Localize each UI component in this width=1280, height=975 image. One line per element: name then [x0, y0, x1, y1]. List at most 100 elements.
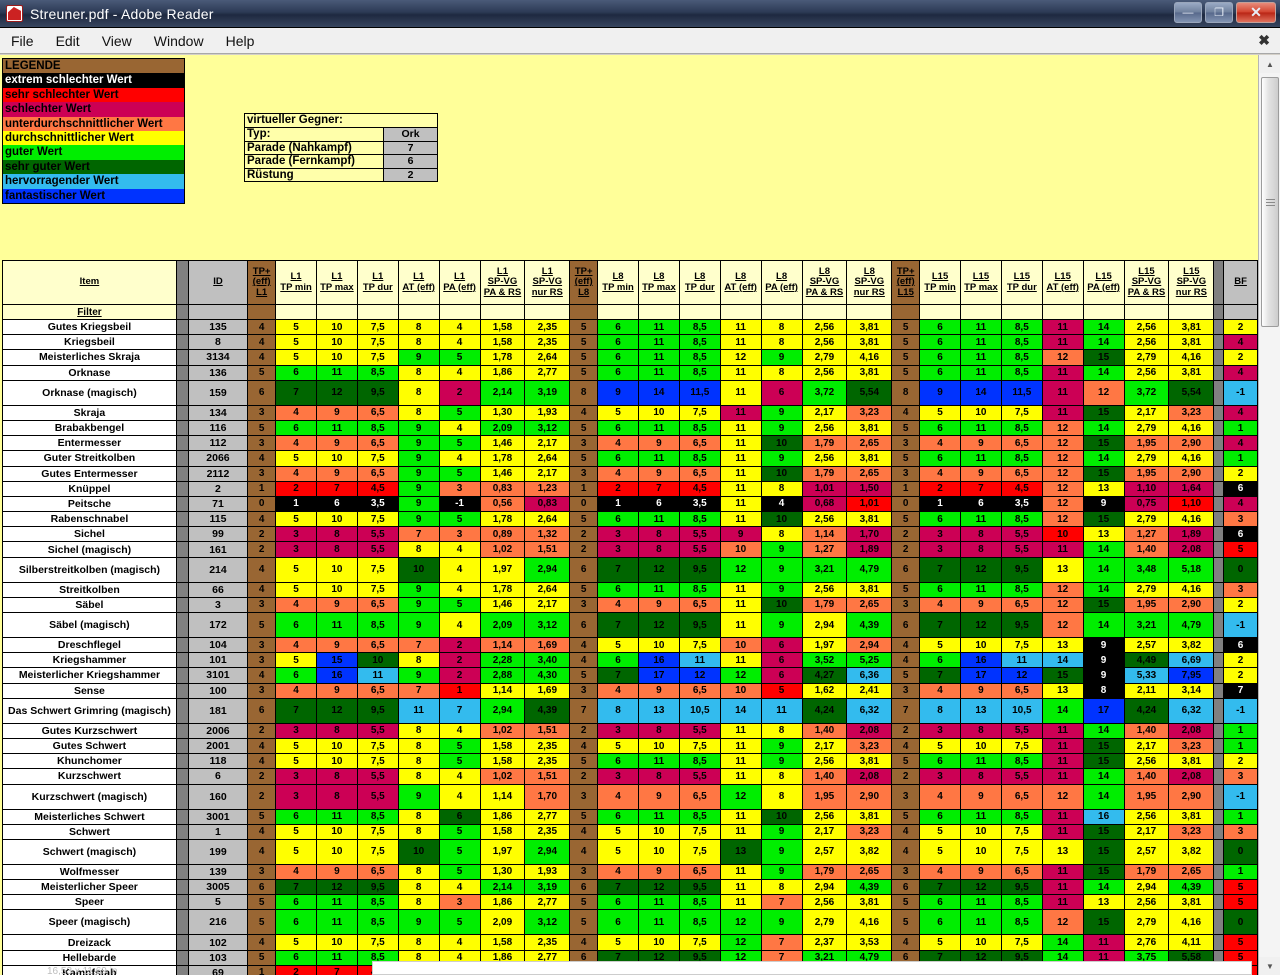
value-cell: 2,94 — [1123, 879, 1170, 896]
opponent-value-3: 2 — [383, 168, 437, 181]
value-cell: 11 — [959, 349, 1002, 366]
table-row[interactable]: Kriegshammer 101 3 5 15 10 8 2 2,28 3,40 4 6 16 11 11 6… — [2, 652, 1258, 669]
value-cell: 1 — [1223, 722, 1258, 739]
value-cell: 14 — [1041, 934, 1084, 951]
table-row[interactable]: Schwert (magisch) 199 4 5 10 7,5 10 5 1,97 2,94 4 5… — [2, 838, 1258, 865]
value-cell: 8 — [397, 364, 440, 381]
value-cell: 12 — [637, 879, 680, 896]
close-document-icon[interactable]: ✖ — [1258, 32, 1270, 48]
value-cell: 5,25 — [846, 652, 893, 669]
column-separator — [175, 450, 189, 467]
value-cell: 5,5 — [356, 783, 399, 810]
value-cell: 14 — [1041, 652, 1084, 669]
table-row[interactable]: Brabakbengel 116 5 6 11 8,5 9 4 2,09 3,12 5 6 11 8,5 1… — [2, 419, 1258, 437]
value-cell: 3,12 — [524, 612, 571, 638]
item-id-cell: 6 — [187, 768, 249, 785]
table-row[interactable]: Dreizack 102 4 5 10 7,5 8 4 1,58 2,35 4 5 10 7,5 12 7 2,… — [2, 934, 1258, 951]
value-cell: 5,5 — [1000, 526, 1043, 543]
table-row[interactable]: Khunchomer 118 4 5 10 7,5 8 5 1,58 2,35 5 6 11 8,5 11 9… — [2, 753, 1258, 770]
item-name-cell: Kurzschwert (magisch) — [2, 783, 177, 810]
column-separator — [1213, 697, 1225, 724]
column-separator — [175, 894, 189, 911]
table-row[interactable]: Gutes Schwert 2001 4 5 10 7,5 8 5 1,58 2,35 4 5 10 7,… — [2, 737, 1258, 755]
table-row[interactable]: Das Schwert Grimring (magisch) 181 6 7 12 9,5… — [2, 697, 1258, 724]
item-id-cell: 101 — [187, 652, 249, 669]
vertical-scrollbar[interactable]: ▲ ▼ — [1258, 55, 1280, 975]
table-row[interactable]: Gutes Kriegsbeil 135 4 5 10 7,5 8 4 1,58 2,35 5 6 11… — [2, 318, 1258, 336]
table-row[interactable]: Rabenschnabel 115 4 5 10 7,5 9 5 1,78 2,64 5 6 11 8,5… — [2, 511, 1258, 528]
value-cell: 4 — [438, 318, 481, 336]
value-cell: 5,54 — [846, 379, 893, 406]
value-cell: 7,5 — [356, 556, 399, 583]
table-row[interactable]: Wolfmesser 139 3 4 9 6,5 8 5 1,30 1,93 3 4 9 6,5 11 9 1,… — [2, 863, 1258, 881]
table-row[interactable]: Orknase 136 5 6 11 8,5 8 4 1,86 2,77 5 6 11 8,5 11 8 2,5… — [2, 364, 1258, 381]
scrollbar-thumb[interactable] — [1261, 77, 1279, 327]
table-row[interactable]: Peitsche 71 0 1 6 3,5 9 -1 0,56 0,83 0 1 6 3,5 11 4 0,68… — [2, 495, 1258, 513]
value-cell: 12 — [719, 934, 762, 951]
value-cell: 3 — [891, 435, 921, 452]
value-cell: 9 — [397, 419, 440, 437]
value-cell: 3,21 — [1123, 612, 1170, 638]
close-button[interactable]: ✕ — [1236, 2, 1276, 23]
table-row[interactable]: Gutes Kurzschwert 2006 2 3 8 5,5 8 4 1,02 1,51 2 3 8… — [2, 722, 1258, 739]
table-row[interactable]: Gutes Entermesser 2112 3 4 9 6,5 9 5 1,46 2,17 3 4 9… — [2, 465, 1258, 482]
value-cell: 1,46 — [479, 596, 526, 614]
table-row[interactable]: Dreschflegel 104 3 4 9 6,5 7 2 1,14 1,69 4 5 10 7,5 10… — [2, 636, 1258, 654]
table-row[interactable]: Schwert 1 4 5 10 7,5 8 5 1,58 2,35 4 5 10 7,5 11 9 2,17 3… — [2, 823, 1258, 840]
table-row[interactable]: Streitkolben 66 4 5 10 7,5 9 4 1,78 2,64 5 6 11 8,5 11… — [2, 581, 1258, 598]
table-row[interactable]: Skraja 134 3 4 9 6,5 8 5 1,30 1,93 4 5 10 7,5 11 9 2,17 3… — [2, 404, 1258, 421]
value-cell: 9 — [760, 556, 803, 583]
filter-cell-l8_tpmin — [597, 304, 639, 320]
table-row[interactable]: Kurzschwert 6 2 3 8 5,5 8 4 1,02 1,51 2 3 8 5,5 11 8 1,4… — [2, 768, 1258, 785]
table-row[interactable]: Meisterliches Schwert 3001 5 6 11 8,5 8 6 1,86 2,… — [2, 808, 1258, 825]
table-row[interactable]: Silberstreitkolben (magisch) 214 4 5 10 7,5 10… — [2, 556, 1258, 583]
item-name-cell: Orknase (magisch) — [2, 379, 177, 406]
value-cell: 2,35 — [524, 934, 571, 951]
value-cell: 4 — [438, 934, 481, 951]
table-row[interactable]: Meisterlicher Speer 3005 6 7 12 9,5 8 4 2,14 3,19… — [2, 879, 1258, 896]
menu-item-help[interactable]: Help — [225, 32, 255, 49]
value-cell: 9 — [315, 682, 358, 699]
table-row[interactable]: Entermesser 112 3 4 9 6,5 9 5 1,46 2,17 3 4 9 6,5 11 10… — [2, 435, 1258, 452]
document-viewport[interactable]: LEGENDE extrem schlechter Wert sehr schlec… — [0, 55, 1280, 975]
scroll-up-arrow-icon[interactable]: ▲ — [1259, 55, 1280, 73]
value-cell: 6,32 — [846, 697, 893, 724]
filter-row[interactable]: Filter — [2, 304, 1258, 320]
value-cell: 9 — [760, 541, 803, 558]
table-row[interactable]: Kurzschwert (magisch) 160 2 3 8 5,5 9 4 1,14 1,70… — [2, 783, 1258, 810]
value-cell: 3,81 — [846, 581, 893, 598]
value-cell: 15 — [1082, 596, 1125, 614]
menu-item-edit[interactable]: Edit — [55, 32, 80, 49]
item-name-cell: Meisterliches Skraja — [2, 349, 177, 366]
filter-input[interactable]: Filter — [2, 304, 177, 320]
menu-item-window[interactable]: Window — [153, 32, 204, 49]
table-row[interactable]: Knüppel 2 1 2 7 4,5 9 3 0,83 1,23 1 2 7 4,5 11 8 1,01 1,5… — [2, 480, 1258, 497]
column-separator — [175, 753, 189, 770]
table-row[interactable]: Speer (magisch) 216 5 6 11 8,5 9 5 2,09 3,12 5 6 11 8… — [2, 909, 1258, 936]
table-row[interactable]: Orknase (magisch) 159 6 7 12 9,5 8 2 2,14 3,19 8 9 1… — [2, 379, 1258, 406]
maximize-button[interactable]: ❐ — [1205, 2, 1233, 23]
table-row[interactable]: Sense 100 3 4 9 6,5 7 1 1,14 1,69 3 4 9 6,5 10 5 1,62 2,4… — [2, 682, 1258, 699]
menu-item-view[interactable]: View — [101, 32, 132, 49]
value-cell: 2,35 — [524, 823, 571, 840]
value-cell: 10 — [315, 334, 358, 351]
table-row[interactable]: Meisterlicher Kriegshammer 3101 4 6 16 11 9 2 2,… — [2, 667, 1258, 684]
table-row[interactable]: Speer 5 5 6 11 8,5 8 3 1,86 2,77 5 6 11 8,5 11 7 2,56 3,8… — [2, 894, 1258, 911]
horizontal-scroll-track[interactable] — [372, 961, 1252, 975]
menu-item-file[interactable]: File — [11, 32, 34, 49]
value-cell: 10 — [315, 581, 358, 598]
table-row[interactable]: Säbel 3 3 4 9 6,5 9 5 1,46 2,17 3 4 9 6,5 11 10 1,79 2,65… — [2, 596, 1258, 614]
minimize-button[interactable]: — — [1174, 2, 1202, 23]
scroll-down-arrow-icon[interactable]: ▼ — [1259, 957, 1280, 975]
table-row[interactable]: Hellebarde 103 5 6 11 8,5 8 4 1,86 2,77 6 7 12 9,5 12 7… — [2, 949, 1258, 966]
table-row[interactable]: Sichel (magisch) 161 2 3 8 5,5 8 4 1,02 1,51 2 3 8 5,… — [2, 541, 1258, 558]
table-row[interactable]: Säbel (magisch) 172 5 6 11 8,5 9 4 2,09 3,12 6 7 12 9… — [2, 612, 1258, 638]
table-row[interactable]: Meisterliches Skraja 3134 4 5 10 7,5 9 5 1,78 2,6… — [2, 349, 1258, 366]
table-row[interactable]: Sichel 99 2 3 8 5,5 7 3 0,89 1,32 2 3 8 5,5 9 8 1,14 1,70… — [2, 526, 1258, 543]
value-cell: 5 — [275, 318, 317, 336]
value-cell: 2,79 — [1123, 450, 1170, 467]
table-row[interactable]: Kriegsbeil 8 4 5 10 7,5 8 4 1,58 2,35 5 6 11 8,5 11 8 2,… — [2, 334, 1258, 351]
column-separator — [175, 511, 189, 528]
value-cell: 7 — [275, 697, 317, 724]
table-row[interactable]: Guter Streitkolben 2066 4 5 10 7,5 9 4 1,78 2,64 5… — [2, 450, 1258, 467]
